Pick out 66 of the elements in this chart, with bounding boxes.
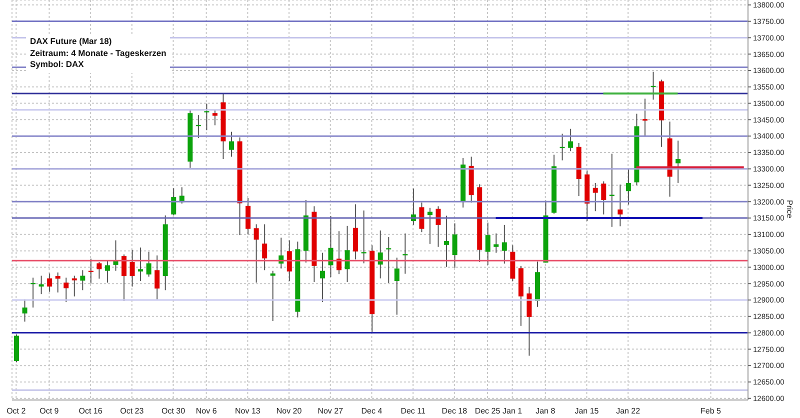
y-axis-title: Price [785,200,794,219]
candlestick [344,225,350,282]
x-tick-label: Jan 8 [536,406,556,416]
candlestick [64,277,69,302]
candlestick [353,204,358,260]
candlestick [146,251,152,278]
candlestick [286,240,292,282]
candlestick [402,232,408,274]
x-tick-label: Dec 25 [474,406,501,416]
candlestick [419,202,424,233]
candlestick [204,103,210,131]
x-tick-label: Jan 15 [574,406,600,416]
x-tick-label: Nov 27 [318,406,344,416]
candlestick [444,215,450,268]
candlestick [626,168,631,206]
candlestick [394,257,400,316]
candlestick [229,131,234,158]
x-tick-label: Nov 20 [276,406,302,416]
x-tick-label: Oct 2 [6,406,26,416]
candlestick [122,254,127,302]
candlestick [502,224,507,264]
candlestick [212,110,218,126]
candlestick [568,128,574,152]
x-tick-label: Oct 23 [120,406,144,416]
candlestick [154,254,160,300]
x-tick-label: Jan 22 [616,406,641,416]
candlestick [601,180,606,215]
candlestick [592,182,598,212]
x-tick-label: Jan 1 [502,406,523,416]
x-tick-label: Oct 30 [161,406,186,416]
candlestick [386,236,392,284]
x-tick-label: Dec 4 [361,406,383,416]
candlestick [55,272,60,293]
candlestick [72,275,77,297]
candlestick [171,188,176,216]
x-tick-label: Dec 18 [442,406,468,416]
candlestick [676,140,681,184]
annotation: Symbol: DAX [30,59,85,70]
candlestick [361,210,366,264]
candlestick [96,261,102,280]
candlestick [642,98,648,136]
candlestick [436,206,441,248]
candlestick [246,198,251,235]
x-tick-label: Nov 6 [196,406,218,416]
candlestick [80,270,86,291]
candlestick [618,184,623,227]
candlestick [526,286,532,356]
candlestick [494,232,499,254]
x-tick-label: Nov 13 [235,406,261,416]
annotation: DAX Future (Mar 18) [30,36,113,48]
candlestick [104,260,110,284]
x-tick-label: Oct 9 [40,406,60,416]
candlestick [130,249,135,288]
annotation: Zeitraum: 4 Monate - Tageskerzen [30,48,166,59]
x-tick-label: Feb 5 [700,406,722,416]
candlestick [427,207,432,244]
candlestick [452,222,458,268]
candlestick [254,224,259,284]
candlestick [262,224,268,271]
candlestick [138,247,144,282]
candlestick [485,222,490,266]
x-tick-label: Oct 16 [78,406,103,416]
candlestick [22,298,28,322]
x-tick-label: Dec 11 [400,406,426,416]
candlestick [320,252,325,302]
candlestick [47,272,52,292]
